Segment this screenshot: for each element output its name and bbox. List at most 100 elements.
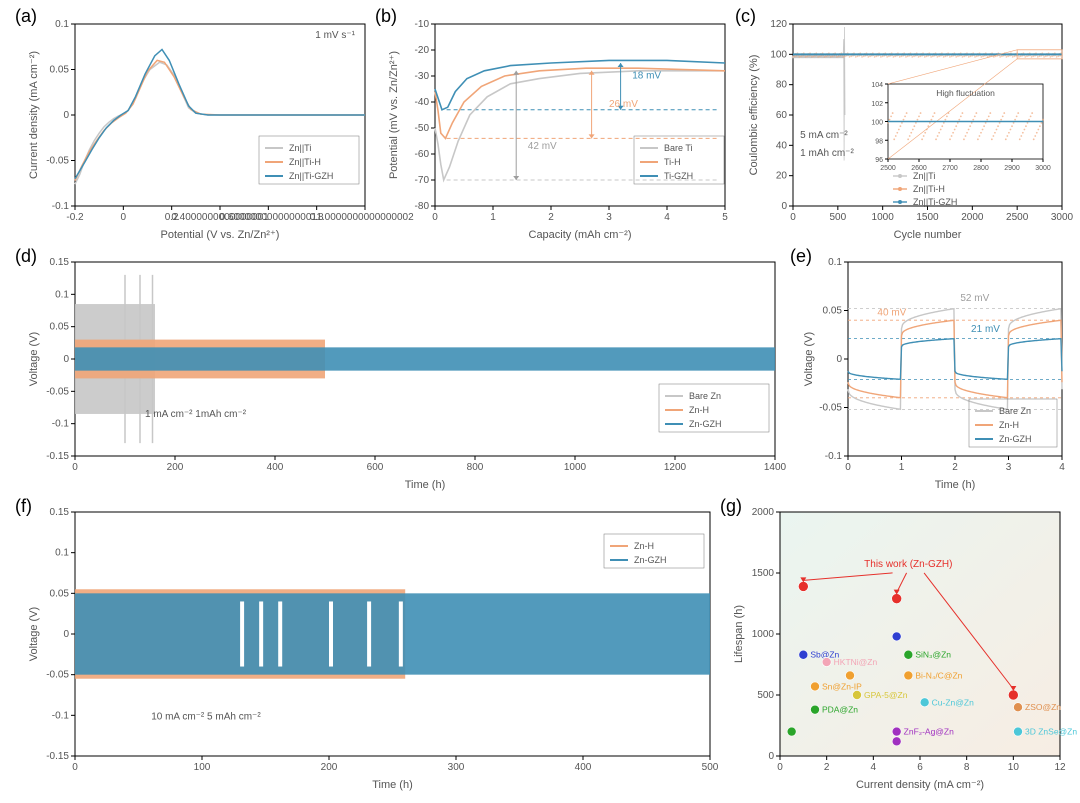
svg-text:0.15: 0.15 [50,507,70,518]
svg-text:GPA-5@Zn: GPA-5@Zn [864,690,908,700]
svg-text:ZSO@Zn: ZSO@Zn [1025,702,1061,712]
svg-text:2500: 2500 [1006,212,1029,223]
svg-text:500: 500 [702,762,719,773]
svg-text:3: 3 [1006,462,1012,473]
svg-text:0: 0 [63,629,69,640]
svg-text:5 mA cm⁻²: 5 mA cm⁻² [800,130,848,141]
svg-text:2000: 2000 [752,507,775,518]
svg-text:0.05: 0.05 [50,322,70,333]
svg-text:2: 2 [952,462,958,473]
svg-text:96: 96 [875,157,883,164]
svg-text:18 mV: 18 mV [632,71,661,82]
svg-text:Zn-GZH: Zn-GZH [999,434,1032,444]
svg-text:2: 2 [824,762,830,773]
svg-text:1 mAh cm⁻²: 1 mAh cm⁻² [800,148,854,159]
svg-text:80: 80 [776,80,788,91]
svg-text:40 mV: 40 mV [877,307,906,318]
svg-text:Zn-H: Zn-H [689,405,709,415]
svg-text:6: 6 [917,762,923,773]
svg-text:200: 200 [167,462,184,473]
svg-text:4: 4 [871,762,877,773]
svg-text:-0.2: -0.2 [66,212,84,223]
svg-text:-0.1: -0.1 [52,710,70,721]
svg-text:This work (Zn-GZH): This work (Zn-GZH) [864,559,952,570]
svg-text:Bare Zn: Bare Zn [999,406,1031,416]
svg-text:-10: -10 [415,19,430,30]
svg-text:-20: -20 [415,45,430,56]
svg-text:0.05: 0.05 [50,588,70,599]
svg-text:-0.1: -0.1 [52,201,70,212]
svg-text:Zn-H: Zn-H [634,541,654,551]
svg-text:3000: 3000 [1051,212,1074,223]
svg-text:Ti-GZH: Ti-GZH [664,171,693,181]
svg-text:10 mA cm⁻² 5 mAh cm⁻²: 10 mA cm⁻² 5 mAh cm⁻² [151,711,261,722]
svg-text:Voltage (V): Voltage (V) [803,332,815,386]
svg-text:3000: 3000 [1035,165,1051,172]
svg-text:20: 20 [776,171,788,182]
svg-text:Potential (V vs. Zn/Zn²⁺): Potential (V vs. Zn/Zn²⁺) [161,229,280,241]
svg-text:-50: -50 [415,123,430,134]
svg-text:Cycle number: Cycle number [894,229,962,241]
svg-text:0.05: 0.05 [50,65,70,76]
svg-text:2700: 2700 [942,165,958,172]
svg-text:0: 0 [781,201,787,212]
svg-text:Time (h): Time (h) [405,479,446,491]
panel-c: 050010001500200025003000020406080100120C… [745,12,1070,242]
svg-text:0: 0 [768,751,774,762]
svg-text:5: 5 [722,212,728,223]
svg-text:Voltage (V): Voltage (V) [28,332,40,386]
figure: (a) (b) (c) (d) (e) (f) (g) -0.200.20.40… [0,0,1080,803]
svg-text:1 mV s⁻¹: 1 mV s⁻¹ [315,30,355,41]
svg-text:3: 3 [606,212,612,223]
svg-text:Zn||Ti-GZH: Zn||Ti-GZH [913,197,957,207]
svg-text:1000: 1000 [872,212,895,223]
svg-text:21 mV: 21 mV [971,324,1000,335]
svg-text:120: 120 [770,19,787,30]
svg-text:12: 12 [1054,762,1066,773]
svg-text:104: 104 [871,82,883,89]
svg-text:500: 500 [829,212,846,223]
svg-text:Zn-GZH: Zn-GZH [634,555,667,565]
svg-text:4: 4 [664,212,670,223]
svg-text:0: 0 [836,354,842,365]
svg-text:200: 200 [321,762,338,773]
svg-text:102: 102 [871,101,883,108]
svg-text:0.1: 0.1 [55,19,69,30]
svg-text:500: 500 [757,690,774,701]
svg-text:Coulombic efficiency (%): Coulombic efficiency (%) [748,55,760,176]
svg-text:Lifespan (h): Lifespan (h) [733,605,745,663]
svg-text:Zn||Ti-H: Zn||Ti-H [289,157,321,167]
svg-text:Zn-H: Zn-H [999,420,1019,430]
svg-text:2: 2 [548,212,554,223]
svg-text:98: 98 [875,138,883,145]
svg-text:0.1: 0.1 [828,257,842,268]
svg-text:PDA@Zn: PDA@Zn [822,705,858,715]
svg-text:26 mV: 26 mV [609,99,638,110]
svg-text:-0.05: -0.05 [46,670,69,681]
svg-text:Zn||Ti-H: Zn||Ti-H [913,184,945,194]
svg-text:0.1: 0.1 [55,548,69,559]
svg-text:3D ZnSe@Zn: 3D ZnSe@Zn [1025,727,1077,737]
svg-text:Zn||Ti-GZH: Zn||Ti-GZH [289,171,333,181]
svg-text:Current density (mA cm⁻²): Current density (mA cm⁻²) [856,779,984,791]
panel-g: 0246810120500100015002000Current density… [730,502,1070,792]
svg-text:-80: -80 [415,201,430,212]
svg-text:2500: 2500 [880,165,896,172]
svg-text:100: 100 [770,49,787,60]
svg-text:Zn||Ti: Zn||Ti [289,143,311,153]
svg-text:60: 60 [776,110,788,121]
panel-a: -0.200.20.40000000000000010.600000000000… [25,12,375,242]
svg-text:Zn||Ti: Zn||Ti [913,171,935,181]
svg-text:40: 40 [776,140,788,151]
svg-text:42 mV: 42 mV [528,141,557,152]
svg-text:-30: -30 [415,71,430,82]
svg-text:1: 1 [899,462,905,473]
svg-text:Ti-H: Ti-H [664,157,681,167]
svg-text:2000: 2000 [961,212,984,223]
svg-text:1400: 1400 [764,462,787,473]
svg-text:-0.05: -0.05 [46,386,69,397]
svg-text:400: 400 [575,762,592,773]
svg-text:0: 0 [790,212,796,223]
panel-d: 0200400600800100012001400-0.15-0.1-0.050… [25,252,785,492]
svg-text:2900: 2900 [1004,165,1020,172]
